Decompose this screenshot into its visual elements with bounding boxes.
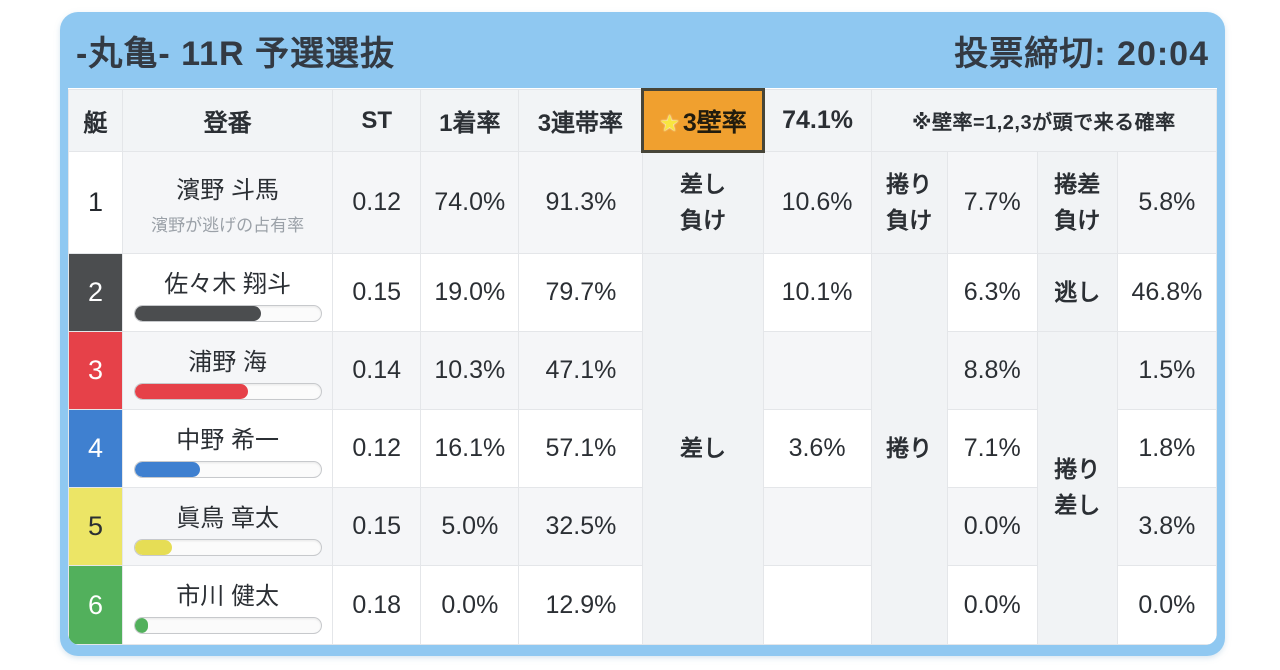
share-bar xyxy=(133,617,322,634)
win-rate: 5.0% xyxy=(420,487,520,566)
makuri-value: 6.3% xyxy=(946,253,1038,332)
st-value: 0.12 xyxy=(332,151,422,254)
boat-number: 1 xyxy=(68,151,124,254)
makuri-value: 7.7% xyxy=(946,151,1038,254)
share-bar xyxy=(133,304,322,322)
makurizashi-value: 5.8% xyxy=(1116,151,1217,254)
st-value: 0.14 xyxy=(332,331,422,410)
racer-row-4: 4 中野 希一 0.12 16.1% 57.1% 3.6% 7.1% xyxy=(68,409,1217,488)
col-header-top3: 3連帯率 xyxy=(518,89,644,152)
st-value: 0.12 xyxy=(332,409,422,488)
top3-rate: 47.1% xyxy=(518,331,644,410)
boat-number: 3 xyxy=(68,331,124,410)
col-header-boat: 艇 xyxy=(68,89,124,152)
st-value: 0.18 xyxy=(332,565,422,645)
sashi-value xyxy=(762,487,872,566)
star-icon: ★ xyxy=(659,109,680,136)
racer-row-3: 3 浦野 海 0.14 10.3% 47.1% 8.8% 捲 xyxy=(68,331,1217,645)
race-titlebar: -丸亀- 11R 予選選抜 投票締切: 20:04 xyxy=(60,12,1225,88)
win-rate: 74.0% xyxy=(420,151,520,254)
share-bar xyxy=(133,460,322,478)
wall-rate-note: ※壁率=1,2,3が頭で来る確率 xyxy=(870,89,1217,152)
racer-name: 浦野 海 xyxy=(188,348,267,376)
col-header-win: 1着率 xyxy=(420,89,520,152)
sashi-value xyxy=(762,565,872,645)
makurizashi-value: 3.8% xyxy=(1116,487,1217,566)
win-rate: 16.1% xyxy=(420,409,520,488)
label-sashi-merged: 差し xyxy=(642,253,764,645)
racer-row-1: 1 濱野 斗馬 濱野が逃げの占有率 0.12 74.0% 91.3% 差し 負け… xyxy=(68,151,1217,254)
racer-subtitle: 濱野が逃げの占有率 xyxy=(151,215,305,235)
top3-rate: 79.7% xyxy=(518,253,644,332)
label-nigashi: 逃し xyxy=(1036,253,1118,332)
racer-cell: 濱野 斗馬 濱野が逃げの占有率 xyxy=(122,151,334,254)
sashi-value: 10.1% xyxy=(762,253,872,332)
win-rate: 19.0% xyxy=(420,253,520,332)
share-bar-fill xyxy=(134,305,262,321)
label-makurizashi-make: 捲差 負け xyxy=(1036,151,1118,254)
share-bar-fill xyxy=(134,618,148,633)
racer-cell: 佐々木 翔斗 xyxy=(122,253,334,332)
col-header-name: 登番 xyxy=(122,89,334,152)
sashi-value: 10.6% xyxy=(762,151,872,254)
top3-rate: 32.5% xyxy=(518,487,644,566)
share-bar xyxy=(133,382,322,400)
win-rate: 0.0% xyxy=(420,565,520,645)
share-bar-fill xyxy=(134,461,200,477)
racer-name: 市川 健太 xyxy=(176,583,279,610)
wall-rate-value: 74.1% xyxy=(762,89,872,152)
racer-cell: 市川 健太 xyxy=(122,565,334,645)
racer-name: 眞鳥 章太 xyxy=(176,504,279,532)
wall-rate-label: 3壁率 xyxy=(682,108,747,137)
makurizashi-value: 1.5% xyxy=(1116,331,1217,410)
top3-rate: 57.1% xyxy=(518,409,644,488)
boat-number: 4 xyxy=(68,409,124,488)
share-bar-fill xyxy=(134,539,172,555)
sashi-value: 3.6% xyxy=(762,409,872,488)
share-bar-fill xyxy=(134,383,249,399)
nigashi-value: 46.8% xyxy=(1116,253,1217,332)
header-row: 艇 登番 ST 1着率 3連帯率 ★ 3壁率 74.1% ※壁率=1,2,3が頭で… xyxy=(68,88,1217,153)
racer-row-2: 2 佐々木 翔斗 0.15 19.0% 79.7% 差し 10.1% xyxy=(68,253,1217,645)
race-panel: -丸亀- 11R 予選選抜 投票締切: 20:04 艇 登番 ST 1着率 3連… xyxy=(60,12,1225,656)
makurizashi-value: 1.8% xyxy=(1116,409,1217,488)
racer-row-6: 6 市川 健太 0.18 0.0% 12.9% 0.0% 0 xyxy=(68,565,1217,645)
stats-table-wrap: 艇 登番 ST 1着率 3連帯率 ★ 3壁率 74.1% ※壁率=1,2,3が頭で… xyxy=(68,88,1217,645)
col-header-wall-rate[interactable]: ★ 3壁率 xyxy=(641,88,765,153)
racer-cell: 眞鳥 章太 xyxy=(122,487,334,566)
makuri-value: 8.8% xyxy=(946,331,1038,410)
win-rate: 10.3% xyxy=(420,331,520,410)
col-header-st: ST xyxy=(332,89,422,152)
top3-rate: 12.9% xyxy=(518,565,644,645)
label-makurizashi-merged: 捲り 差し xyxy=(1036,331,1118,645)
boat-number: 6 xyxy=(68,565,124,645)
racer-cell: 中野 希一 xyxy=(122,409,334,488)
top3-rate: 91.3% xyxy=(518,151,644,254)
vote-deadline: 投票締切: 20:04 xyxy=(954,34,1209,73)
boat-number: 5 xyxy=(68,487,124,566)
st-value: 0.15 xyxy=(332,487,422,566)
racer-row-5: 5 眞鳥 章太 0.15 5.0% 32.5% 0.0% 3 xyxy=(68,487,1217,566)
st-value: 0.15 xyxy=(332,253,422,332)
racer-name: 佐々木 翔斗 xyxy=(164,270,291,298)
stats-table: 艇 登番 ST 1着率 3連帯率 ★ 3壁率 74.1% ※壁率=1,2,3が頭で… xyxy=(68,88,1217,645)
makuri-value: 0.0% xyxy=(946,487,1038,566)
racer-cell: 浦野 海 xyxy=(122,331,334,410)
makuri-value: 0.0% xyxy=(946,565,1038,645)
race-title: -丸亀- 11R 予選選抜 xyxy=(76,34,396,73)
racer-name: 濱野 斗馬 xyxy=(176,176,279,204)
label-sashi-make: 差し 負け xyxy=(642,151,764,254)
makuri-value: 7.1% xyxy=(946,409,1038,488)
share-bar xyxy=(133,538,322,556)
racer-name: 中野 希一 xyxy=(176,426,279,454)
boat-number: 2 xyxy=(68,253,124,332)
label-makuri-make: 捲り 負け xyxy=(870,151,948,254)
makurizashi-value: 0.0% xyxy=(1116,565,1217,645)
sashi-value xyxy=(762,331,872,410)
label-makuri-merged: 捲り xyxy=(870,253,948,645)
